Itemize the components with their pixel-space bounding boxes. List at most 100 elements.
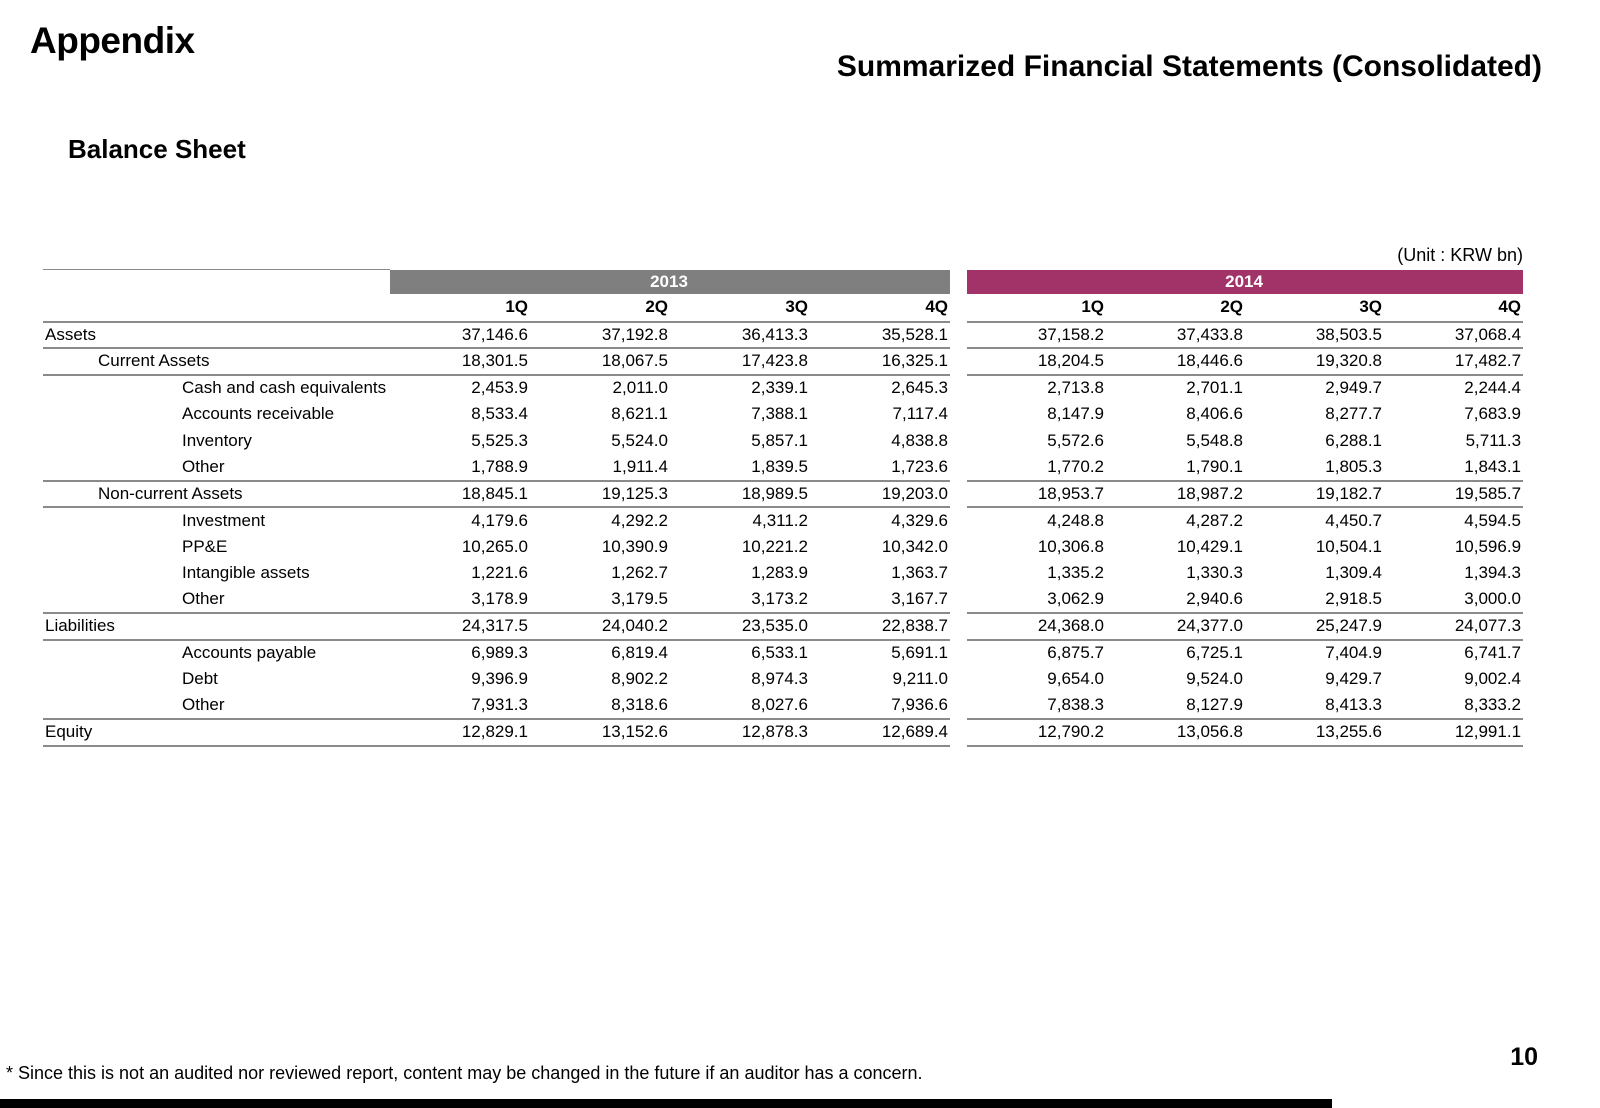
cell-value-2014: 25,247.9	[1245, 613, 1385, 641]
cell-value-2013: 5,857.1	[751, 430, 808, 450]
cell-value-2014: 5,572.6	[1047, 430, 1105, 450]
row-label: Debt	[182, 669, 218, 689]
quarter-header-row: 1Q 2Q 3Q 4Q 1Q 2Q 3Q 4Q	[43, 293, 1524, 323]
cell-value-2013: 3,167.7	[810, 586, 951, 614]
cell-value-2013: 3,179.5	[530, 586, 670, 614]
year-group-gap	[950, 692, 968, 719]
cell-value-2014: 9,429.7	[1325, 669, 1383, 689]
cell-value-2014: 19,320.8	[1245, 348, 1385, 376]
cell-value-2013: 24,317.5	[390, 613, 530, 641]
cell-value-2014: 12,790.2	[967, 719, 1107, 747]
year-group-gap	[950, 293, 968, 322]
cell-value-2014: 10,306.8	[1037, 536, 1105, 556]
cell-value-2013: 2,453.9	[471, 378, 528, 398]
cell-value-2014: 6,741.7	[1464, 643, 1522, 663]
row-label: Non-current Assets	[43, 480, 390, 508]
cell-value-2013: 37,146.6	[390, 321, 530, 349]
cell-value-2013: 2,339.1	[751, 378, 808, 398]
row-label: Intangible assets	[182, 563, 310, 583]
cell-value-2013: 6,533.1	[751, 643, 808, 663]
cell-value-2013: 1,221.6	[471, 563, 528, 583]
quarter-header-spacer	[43, 293, 390, 323]
table-row: Non-current Assets 18,845.1 19,125.3 18,989…	[43, 480, 1524, 508]
year-band-row: 2013 2014	[43, 269, 1524, 294]
year-group-gap	[950, 401, 968, 428]
cell-value-2013: 6,819.4	[611, 643, 668, 663]
cell-value-2013: 7,931.3	[390, 692, 530, 720]
cell-value-2014: 2,940.6	[1106, 586, 1246, 614]
row-label: Liabilities	[43, 613, 390, 641]
cell-value-2014: 4,248.8	[1047, 510, 1105, 530]
cell-value-2013: 9,396.9	[471, 669, 528, 689]
table-row: Liabilities 24,317.5 24,040.2 23,535.0 22,83…	[43, 613, 1524, 641]
cell-value-2014: 10,596.9	[1454, 536, 1522, 556]
row-label: Equity	[43, 719, 390, 747]
page-title: Appendix	[30, 20, 195, 61]
year-group-gap	[950, 348, 968, 375]
cell-value-2013: 7,117.4	[892, 404, 949, 424]
cell-value-2013: 24,040.2	[530, 613, 670, 641]
year-band-2013: 2013	[390, 269, 951, 294]
cell-value-2014: 17,482.7	[1384, 348, 1524, 376]
row-label: Investment	[182, 510, 266, 530]
cell-value-2014: 8,147.9	[1047, 404, 1105, 424]
cell-value-2013: 35,528.1	[810, 321, 951, 349]
table-row: Accounts payable 6,989.3 6,819.4 6,533.1 5,6…	[43, 639, 1523, 666]
unit-label: (Unit : KRW bn)	[1397, 245, 1523, 265]
cell-value-2013: 9,211.0	[892, 669, 949, 689]
table-row: Accounts receivable 8,533.4 8,621.1 7,388.1…	[43, 401, 1523, 428]
cell-value-2014: 1,770.2	[967, 454, 1107, 482]
cell-value-2014: 19,585.7	[1384, 480, 1524, 508]
cell-value-2014: 24,077.3	[1384, 613, 1524, 641]
row-label: Inventory	[182, 430, 252, 450]
cell-value-2013: 4,838.8	[891, 430, 949, 450]
row-label: Other	[43, 692, 390, 720]
cell-value-2014: 8,333.2	[1384, 692, 1524, 720]
cell-value-2014: 38,503.5	[1245, 321, 1385, 349]
table-row: Cash and cash equivalents 2,453.9 2,011.0 2…	[43, 374, 1523, 401]
cell-value-2013: 12,829.1	[390, 719, 530, 747]
cell-value-2013: 1,283.9	[751, 563, 808, 583]
cell-value-2013: 12,878.3	[670, 719, 810, 747]
balance-sheet-table-wrap: (Unit : KRW bn) 2013 2014 1Q 2Q 3Q 4Q 1Q 2Q 3Q 4Q…	[43, 245, 1524, 747]
quarter-header-2013-4Q: 4Q	[810, 293, 951, 323]
year-group-gap	[950, 427, 968, 454]
cell-value-2014: 9,654.0	[1047, 669, 1105, 689]
cell-value-2013: 36,413.3	[670, 321, 810, 349]
section-heading-balance-sheet: Balance Sheet	[68, 134, 246, 164]
cell-value-2013: 2,645.3	[891, 378, 949, 398]
table-row: Equity 12,829.1 13,152.6 12,878.3 12,689.4 12…	[43, 719, 1524, 747]
cell-value-2013: 3,178.9	[390, 586, 530, 614]
cell-value-2014: 4,287.2	[1186, 510, 1244, 530]
cell-value-2013: 1,723.6	[810, 454, 951, 482]
cell-value-2014: 5,548.8	[1186, 430, 1244, 450]
cell-value-2013: 8,974.3	[751, 669, 808, 689]
cell-value-2014: 2,701.1	[1186, 378, 1244, 398]
table-row: Other 7,931.3 8,318.6 8,027.6 7,936.6 7,838.3…	[43, 692, 1524, 720]
cell-value-2014: 24,377.0	[1106, 613, 1246, 641]
cell-value-2014: 2,918.5	[1245, 586, 1385, 614]
report-title: Summarized Financial Statements (Consoli…	[836, 50, 1542, 83]
cell-value-2014: 18,987.2	[1106, 480, 1246, 508]
cell-value-2013: 1,911.4	[530, 454, 670, 482]
cell-value-2014: 6,288.1	[1325, 430, 1383, 450]
cell-value-2014: 9,524.0	[1186, 669, 1244, 689]
table-corner	[43, 269, 390, 294]
cell-value-2014: 1,309.4	[1325, 563, 1383, 583]
cell-value-2013: 1,262.7	[611, 563, 668, 583]
cell-value-2014: 5,711.3	[1465, 430, 1522, 450]
cell-value-2013: 1,363.7	[891, 563, 949, 583]
cell-value-2013: 5,691.1	[891, 643, 949, 663]
cell-value-2014: 7,683.9	[1464, 404, 1522, 424]
cell-value-2013: 18,301.5	[390, 348, 530, 376]
cell-value-2013: 4,311.2	[752, 510, 808, 530]
cell-value-2013: 8,902.2	[611, 669, 668, 689]
cell-value-2014: 18,204.5	[967, 348, 1107, 376]
cell-value-2014: 1,843.1	[1384, 454, 1524, 482]
table-row: Intangible assets 1,221.6 1,262.7 1,283.9 1,…	[43, 560, 1523, 587]
cell-value-2013: 17,423.8	[670, 348, 810, 376]
quarter-header-2014-4Q: 4Q	[1384, 293, 1524, 323]
cell-value-2013: 18,989.5	[670, 480, 810, 508]
cell-value-2013: 12,689.4	[810, 719, 951, 747]
cell-value-2014: 2,713.8	[1047, 378, 1105, 398]
